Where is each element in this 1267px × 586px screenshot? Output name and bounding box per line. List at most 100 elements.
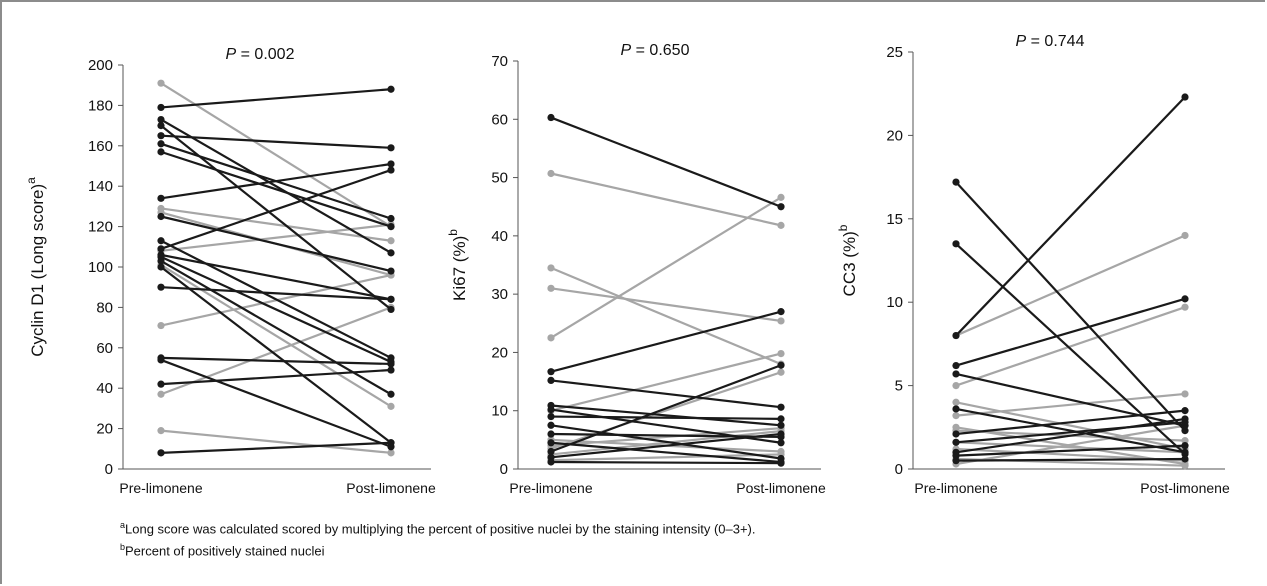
data-point-pre: [952, 405, 960, 413]
data-point-post: [387, 360, 395, 368]
data-point-post: [777, 317, 785, 325]
chart-title: P = 0.002: [226, 46, 295, 63]
footnote-b-marker: b: [120, 542, 126, 553]
series-line: [550, 441, 782, 464]
series-line: [160, 306, 392, 396]
data-point-pre: [952, 240, 960, 248]
data-point-post: [777, 308, 785, 316]
series-dark: [157, 132, 395, 152]
series-gray: [547, 284, 785, 325]
series-line: [955, 444, 1186, 457]
data-point-post: [1181, 462, 1189, 470]
series-gray: [952, 303, 1189, 390]
y-tick-label: 140: [88, 178, 113, 195]
series-dark: [547, 113, 785, 211]
chart-title-p: P: [226, 46, 237, 63]
data-point-post: [1181, 295, 1189, 303]
series-line: [955, 306, 1186, 387]
series-line: [550, 371, 782, 450]
data-point-pre: [157, 283, 165, 291]
x-category-label: Pre-limonene: [119, 480, 202, 496]
data-point-post: [777, 221, 785, 229]
series-dark: [157, 263, 395, 447]
data-point-pre: [547, 447, 555, 456]
data-point-pre: [547, 421, 555, 429]
data-point-post: [777, 430, 785, 438]
data-point-pre: [157, 122, 165, 130]
series-line: [550, 415, 782, 420]
data-point-post: [1181, 303, 1189, 311]
y-axis-label-superscript: b: [446, 229, 460, 236]
data-point-post: [387, 366, 395, 374]
data-point-pre: [157, 212, 165, 221]
series-dark: [157, 251, 395, 303]
data-point-post: [1181, 407, 1189, 415]
series-dark: [157, 356, 395, 451]
data-point-pre: [547, 439, 555, 447]
series-line: [550, 432, 782, 459]
data-point-post: [777, 203, 785, 211]
data-point-post: [777, 368, 785, 376]
y-axis-label-text: CC3 (%): [840, 231, 859, 296]
series-line: [955, 421, 1186, 444]
series-line: [550, 379, 782, 409]
data-point-post: [777, 421, 785, 429]
data-point-post: [1181, 448, 1189, 456]
data-point-pre: [547, 412, 555, 421]
series-dark: [157, 160, 395, 202]
y-axis-label-superscript: a: [24, 177, 38, 184]
data-point-pre: [157, 237, 165, 245]
series-dark: [157, 354, 395, 368]
series-line: [955, 392, 1186, 417]
chart-panel-1: 0 20 40 60 80 100 120 140 160 180 200 Pre-limonene P…: [24, 46, 436, 496]
series-line: [955, 441, 1186, 454]
data-point-pre: [952, 452, 960, 460]
x-category-label: Pre-limonene: [509, 480, 592, 496]
series-line: [550, 310, 782, 373]
data-point-pre: [952, 457, 960, 465]
series-dark: [952, 442, 1189, 460]
y-tick-label: 20: [491, 344, 508, 361]
data-point-pre: [952, 398, 960, 406]
series-dark: [952, 240, 1189, 458]
data-point-post: [387, 249, 395, 257]
series-dark: [952, 455, 1189, 465]
series-dark: [157, 237, 395, 362]
y-axis-label-text: Cyclin D1 (Long score): [28, 184, 47, 357]
data-point-post: [777, 193, 785, 201]
data-point-pre: [952, 430, 960, 438]
series-line: [955, 417, 1186, 454]
series-dark: [547, 412, 785, 423]
series-line: [955, 297, 1186, 367]
data-point-post: [387, 160, 395, 168]
y-tick-label: 100: [88, 259, 113, 276]
y-axis-label-superscript: b: [836, 224, 850, 231]
series-dark: [952, 178, 1189, 435]
series-dark: [952, 370, 1189, 430]
data-point-pre: [157, 194, 165, 202]
chart-title-value: = 0.650: [631, 42, 689, 59]
data-point-pre: [157, 115, 165, 124]
data-point-post: [777, 415, 785, 423]
series-line: [550, 196, 782, 339]
data-point-pre: [157, 148, 165, 156]
data-point-post: [1181, 93, 1189, 101]
data-point-pre: [157, 263, 165, 271]
chart-title-p: P: [621, 42, 632, 59]
data-point-pre: [547, 284, 555, 292]
data-point-pre: [157, 321, 165, 330]
series-line: [160, 223, 392, 252]
data-point-post: [1181, 231, 1189, 240]
data-point-post: [387, 85, 395, 93]
series-line: [955, 409, 1186, 436]
series-line: [160, 134, 392, 149]
series-line: [160, 162, 392, 200]
series-dark: [157, 148, 395, 231]
series-dark: [547, 376, 785, 411]
data-point-post: [1181, 427, 1189, 435]
series-line: [550, 266, 782, 366]
data-point-post: [387, 223, 395, 231]
series-line: [160, 253, 392, 301]
data-point-post: [387, 305, 395, 314]
